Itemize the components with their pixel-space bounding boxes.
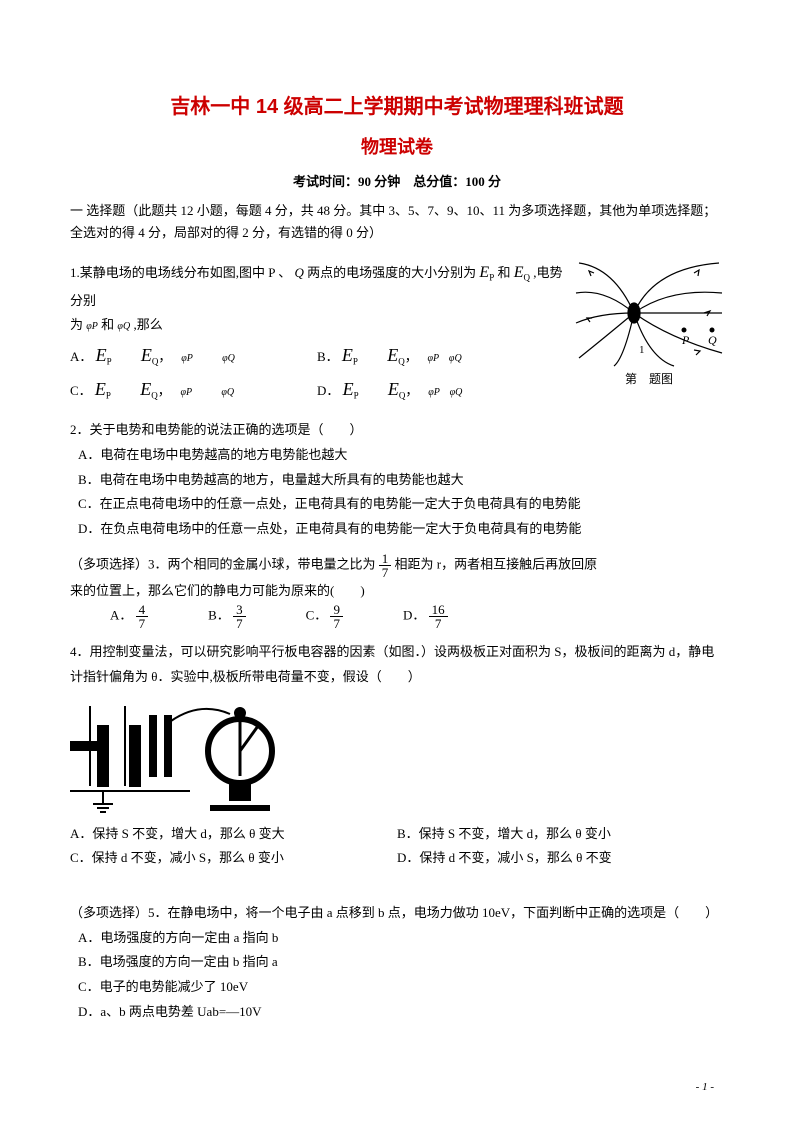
q3-B-num: 3 bbox=[233, 603, 246, 617]
q3-A-label: A． bbox=[110, 608, 132, 623]
q1-and: 和 bbox=[497, 265, 510, 280]
svg-text:1: 1 bbox=[639, 344, 645, 356]
q1-text6: ,那么 bbox=[133, 317, 162, 332]
q3-ratio-num: 1 bbox=[379, 552, 392, 566]
sub-title: 物理试卷 bbox=[70, 133, 724, 159]
question-2: 2．关于电势和电势能的说法正确的选项是（ ） A．电荷在电场中电势越高的地方电势… bbox=[70, 418, 724, 541]
q3-C-label: C． bbox=[306, 608, 328, 623]
q3-stem-c: 来的位置上，那么它们的静电力可能为原来的( ) bbox=[70, 579, 724, 604]
q1-figure: P Q 1 第 题图 bbox=[574, 258, 724, 391]
q1-phiQ: φQ bbox=[117, 321, 130, 332]
q3-D-den: 7 bbox=[429, 617, 448, 630]
q3-B-label: B． bbox=[208, 608, 230, 623]
q2-C: C．在正点电荷电场中的任意一点处，正电荷具有的电势能一定大于负电荷具有的电势能 bbox=[78, 492, 724, 517]
q3-ratio-den: 7 bbox=[379, 566, 392, 579]
q2-A: A．电荷在电场中电势越高的地方电势能也越大 bbox=[78, 443, 724, 468]
q3-D-num: 16 bbox=[429, 603, 448, 617]
q3-optC: C． 97 bbox=[306, 603, 343, 630]
q1-figure-caption: 第 题图 bbox=[574, 368, 724, 391]
section-intro: 一 选择题（此题共 12 小题，每题 4 分，共 48 分。其中 3、5、7、9… bbox=[70, 200, 724, 244]
q1-Eq-sub: Q bbox=[524, 273, 531, 283]
q1-Ep-E: E bbox=[479, 264, 489, 281]
q4-B: B．保持 S 不变，增大 d，那么 θ 变小 bbox=[397, 822, 724, 847]
q5-stem: （多项选择）5．在静电场中，将一个电子由 a 点移到 b 点，电场力做功 10e… bbox=[70, 901, 724, 926]
q3-B-den: 7 bbox=[233, 617, 246, 630]
q4-stem: 4．用控制变量法，可以研究影响平行板电容器的因素（如图．）设两极板正对面积为 S… bbox=[70, 640, 724, 689]
question-5: （多项选择）5．在静电场中，将一个电子由 a 点移到 b 点，电场力做功 10e… bbox=[70, 901, 724, 1024]
exam-info: 考试时间：90 分钟 总分值：100 分 bbox=[70, 171, 724, 190]
q1-text: 1.某静电场的电场线分布如图,图中 P 、 bbox=[70, 265, 291, 280]
q5-C: C．电子的电势能减少了 10eV bbox=[78, 975, 724, 1000]
q2-B: B．电荷在电场中电势越高的地方，电量越大所具有的电势能也越大 bbox=[78, 468, 724, 493]
q2-stem: 2．关于电势和电势能的说法正确的选项是（ ） bbox=[70, 418, 724, 443]
q3-A-den: 7 bbox=[136, 617, 149, 630]
exam-page: 吉林一中 14 级高二上学期期中考试物理理科班试题 物理试卷 考试时间：90 分… bbox=[0, 0, 794, 1123]
capacitor-electroscope-icon bbox=[70, 696, 300, 816]
page-number: - 1 - bbox=[696, 1081, 714, 1093]
q5-D: D．a、b 两点电势差 Uab=—10V bbox=[78, 1000, 724, 1025]
q1-Eq-E: E bbox=[514, 264, 524, 281]
q1-text4: 为 bbox=[70, 317, 86, 332]
main-title: 吉林一中 14 级高二上学期期中考试物理理科班试题 bbox=[70, 90, 724, 119]
field-lines-icon: P Q 1 bbox=[574, 258, 724, 368]
q3-A-num: 4 bbox=[136, 603, 149, 617]
q1-Ep-sub: P bbox=[489, 273, 494, 283]
q5-A: A．电场强度的方向一定由 a 指向 b bbox=[78, 926, 724, 951]
q4-C: C．保持 d 不变，减小 S，那么 θ 变小 bbox=[70, 846, 397, 871]
q1-Q: Q bbox=[295, 265, 304, 280]
question-1: 1.某静电场的电场线分布如图,图中 P 、 Q 两点的电场强度的大小分别为 EP… bbox=[70, 258, 724, 408]
question-4: 4．用控制变量法，可以研究影响平行板电容器的因素（如图．）设两极板正对面积为 S… bbox=[70, 640, 724, 871]
q3-C-num: 9 bbox=[330, 603, 343, 617]
q3-optA: A． 47 bbox=[110, 603, 148, 630]
q3-optD: D． 167 bbox=[403, 603, 448, 630]
q1-optB-label: B． bbox=[317, 349, 339, 364]
q2-D: D．在负点电荷电场中的任意一点处，正电荷具有的电势能一定大于负电荷具有的电势能 bbox=[78, 517, 724, 542]
svg-text:P: P bbox=[681, 333, 690, 347]
q1-optC-label: C． bbox=[70, 383, 92, 398]
q3-stem-b: 相距为 r，两者相互接触后再放回原 bbox=[395, 556, 598, 571]
q1-optD-label: D． bbox=[317, 383, 339, 398]
q1-text2: 两点的电场强度的大小分别为 bbox=[307, 265, 476, 280]
q5-B: B．电场强度的方向一定由 b 指向 a bbox=[78, 950, 724, 975]
svg-text:Q: Q bbox=[708, 333, 717, 347]
q3-D-label: D． bbox=[403, 608, 425, 623]
q3-C-den: 7 bbox=[330, 617, 343, 630]
q1-text5: 和 bbox=[101, 317, 117, 332]
q3-ratio: 1 7 bbox=[379, 552, 392, 579]
q1-phiP: φP bbox=[86, 321, 98, 332]
q4-D: D．保持 d 不变，减小 S，那么 θ 不变 bbox=[397, 846, 724, 871]
question-3: （多项选择）3．两个相同的金属小球，带电量之比为 1 7 相距为 r，两者相互接… bbox=[70, 552, 724, 631]
q1-optA-label: A． bbox=[70, 349, 92, 364]
q3-stem-a: （多项选择）3．两个相同的金属小球，带电量之比为 bbox=[70, 556, 379, 571]
q4-A: A．保持 S 不变，增大 d，那么 θ 变大 bbox=[70, 822, 397, 847]
q3-optB: B． 37 bbox=[208, 603, 245, 630]
